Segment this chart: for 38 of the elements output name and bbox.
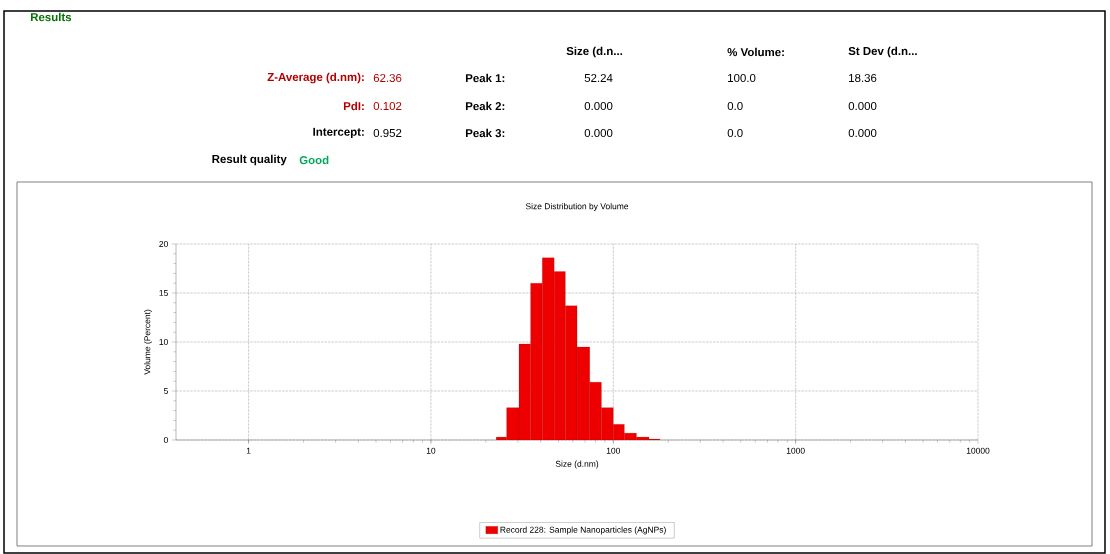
text: 100.0: [728, 73, 756, 83]
text: Good: [299, 155, 329, 165]
x-tick-label: 100: [606, 447, 621, 454]
text: Z-Average (d.nm):: [267, 72, 364, 84]
text: Peak 3:: [465, 128, 505, 138]
x-tick-label: 1000: [786, 447, 805, 454]
x-tick-label: 1: [246, 447, 251, 454]
y-tick-label: 5: [163, 388, 168, 394]
y-tick-label: 15: [159, 290, 168, 296]
text: 0.102: [373, 101, 402, 111]
x-tick-label: 10: [426, 447, 436, 454]
text: Intercept:: [313, 127, 364, 139]
text: Peak 1:: [465, 73, 505, 83]
chart-title: Size Distribution by Volume: [525, 203, 629, 211]
text: 0.0: [727, 128, 743, 138]
text: 0.952: [373, 128, 402, 138]
text: PdI:: [343, 101, 364, 111]
text: 0.0: [727, 101, 743, 111]
text: 0.000: [584, 128, 613, 138]
y-tick-label: 10: [159, 339, 168, 345]
text: 0.000: [848, 128, 877, 138]
legend-label: Record 228: Sample Nanoparticles (AgNPs): [500, 526, 666, 535]
text: 0.000: [848, 101, 877, 111]
x-axis-title: Size (d.nm): [555, 460, 599, 469]
text: Size (d.n...: [566, 46, 623, 58]
text: 18.36: [849, 73, 877, 83]
y-tick-label: 20: [159, 241, 168, 247]
text: St Dev (d.n...: [848, 46, 917, 58]
text: 0.000: [584, 101, 613, 111]
text: % Volume:: [727, 47, 784, 57]
y-tick-label: 0: [163, 437, 168, 443]
x-tick-label: 10000: [966, 447, 990, 454]
text: 62.36: [373, 73, 402, 83]
y-axis-title: Volume (Percent): [144, 309, 152, 375]
text: Result quality: [212, 154, 287, 166]
text: Results: [30, 12, 72, 22]
text: 52.24: [584, 73, 613, 83]
text: Peak 2:: [465, 101, 505, 111]
